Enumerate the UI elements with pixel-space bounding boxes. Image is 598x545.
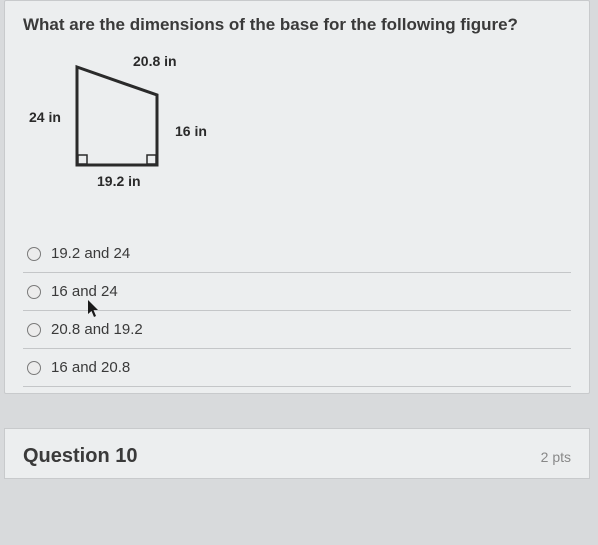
options-list: 19.2 and 24 16 and 24 20.8 and 19.2 16 a…	[23, 235, 571, 387]
radio-icon[interactable]	[27, 285, 41, 299]
option-row[interactable]: 19.2 and 24	[23, 235, 571, 273]
dim-label-left: 24 in	[29, 109, 61, 125]
option-label: 19.2 and 24	[51, 245, 130, 262]
option-row[interactable]: 16 and 20.8	[23, 349, 571, 387]
figure: 20.8 in 24 in 16 in 19.2 in	[47, 53, 257, 213]
dim-label-top: 20.8 in	[133, 53, 177, 69]
next-question-title: Question 10	[23, 445, 137, 468]
trapezoid-svg	[47, 53, 257, 213]
radio-icon[interactable]	[27, 247, 41, 261]
right-angle-markers	[78, 155, 156, 164]
trapezoid-shape	[77, 67, 157, 165]
option-label: 16 and 24	[51, 283, 118, 300]
dim-label-bottom: 19.2 in	[97, 173, 141, 189]
question-card: What are the dimensions of the base for …	[4, 0, 590, 394]
question-prompt: What are the dimensions of the base for …	[23, 15, 571, 35]
radio-icon[interactable]	[27, 323, 41, 337]
option-row[interactable]: 20.8 and 19.2	[23, 311, 571, 349]
dim-label-right: 16 in	[175, 123, 207, 139]
points-hint: 2 pts	[541, 449, 571, 465]
option-row[interactable]: 16 and 24	[23, 273, 571, 311]
radio-icon[interactable]	[27, 361, 41, 375]
option-label: 20.8 and 19.2	[51, 321, 143, 338]
next-question-header: Question 10 2 pts	[4, 428, 590, 479]
option-label: 16 and 20.8	[51, 359, 130, 376]
